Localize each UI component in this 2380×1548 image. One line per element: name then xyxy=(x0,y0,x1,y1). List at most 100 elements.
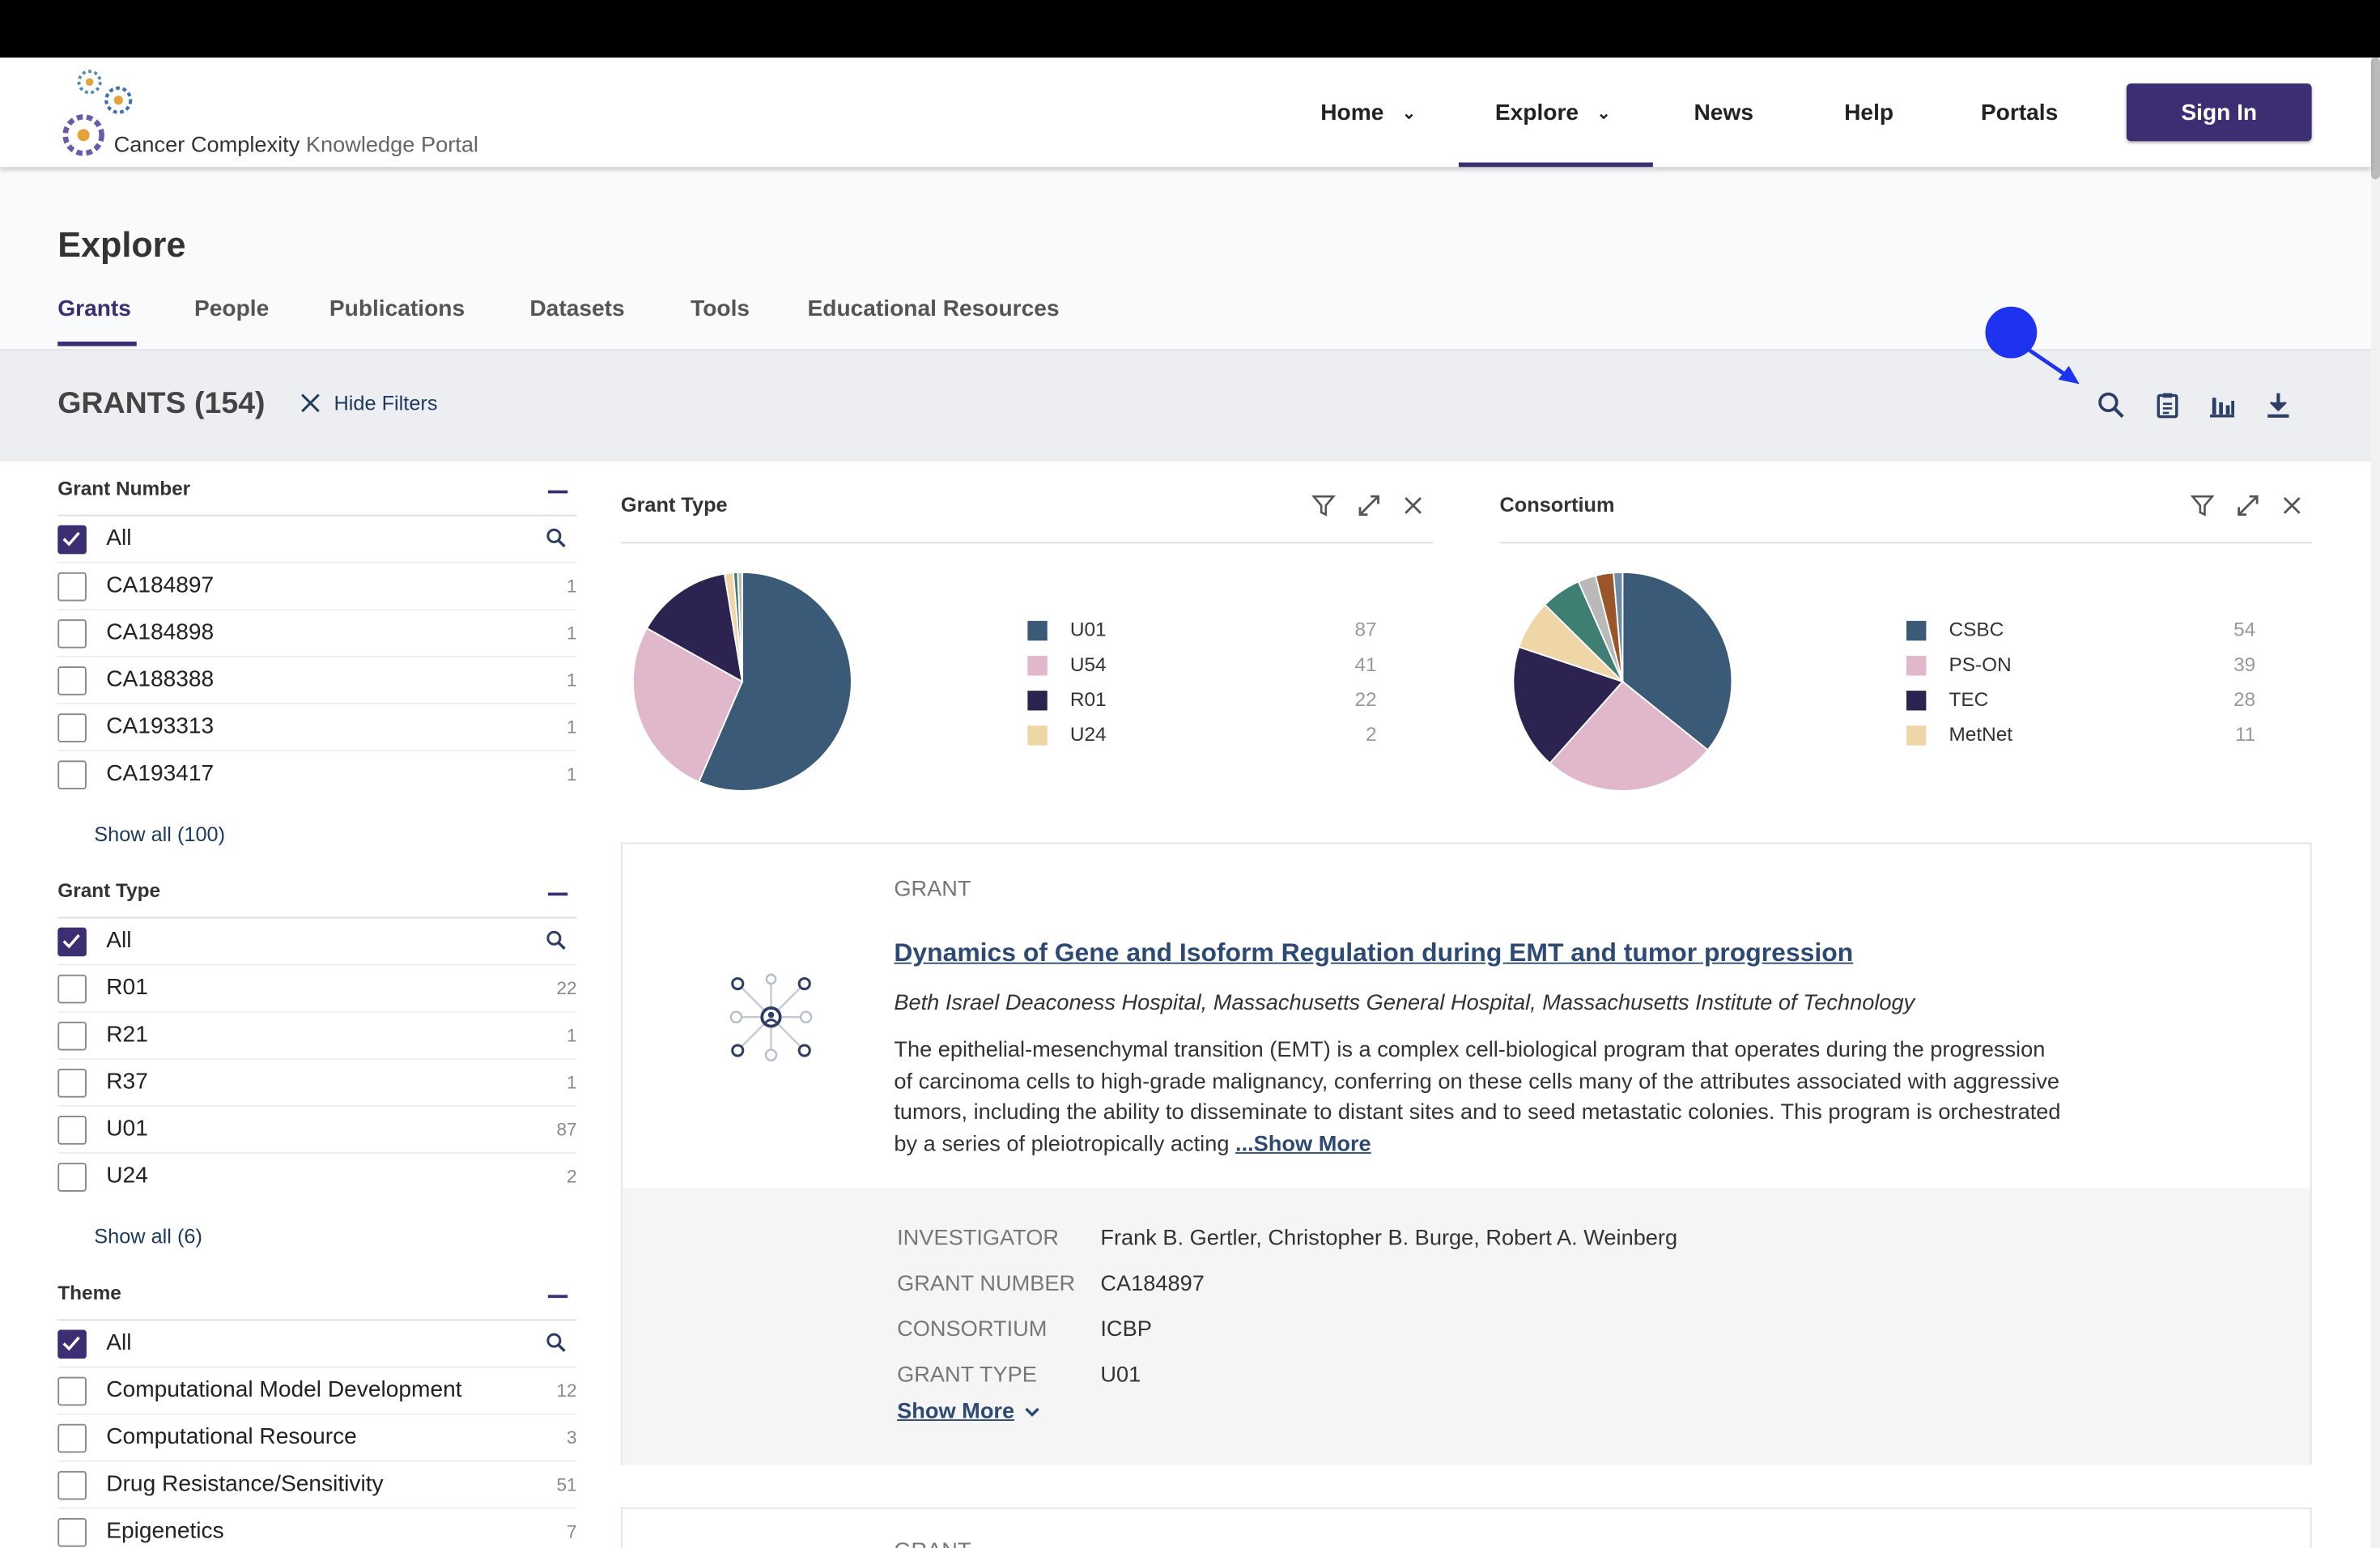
tab-people[interactable]: People xyxy=(194,296,270,322)
tab-grants[interactable]: Grants xyxy=(57,296,131,322)
pie-chart xyxy=(631,571,852,792)
filter-option[interactable]: CA193313 1 xyxy=(57,704,577,752)
show-more-button[interactable]: Show More xyxy=(897,1400,1042,1424)
page-title: Explore xyxy=(57,224,186,265)
legend-item-tec[interactable]: TEC 28 xyxy=(1906,687,2255,715)
checkbox[interactable] xyxy=(57,1470,87,1500)
filter-option[interactable]: CA193417 1 xyxy=(57,751,577,798)
collapse-icon[interactable] xyxy=(547,1295,568,1299)
filter-option[interactable]: U01 87 xyxy=(57,1107,577,1154)
tab-publications[interactable]: Publications xyxy=(329,296,465,322)
chart-consortium: Consortium CSBC 54 PS-ON 39 TEC 28 MetNet 11 xyxy=(1499,470,2312,792)
filter-option-all[interactable]: All xyxy=(57,918,577,966)
filter-section-header[interactable]: Grant Type xyxy=(57,879,577,919)
filter-theme: Theme All Computational Model Developmen… xyxy=(57,1282,577,1548)
pie-slice[interactable] xyxy=(1613,571,1624,682)
hide-filters-button[interactable]: Hide Filters xyxy=(300,392,437,415)
checkbox[interactable] xyxy=(57,1376,87,1406)
pie-slice[interactable] xyxy=(645,572,744,683)
nav-news[interactable]: News xyxy=(1694,99,1753,125)
download-icon[interactable] xyxy=(2263,390,2294,421)
checkbox-checked[interactable] xyxy=(57,525,87,555)
checkbox[interactable] xyxy=(57,1518,87,1547)
pie-slice[interactable] xyxy=(1512,645,1625,764)
checkbox[interactable] xyxy=(57,1116,87,1145)
collapse-icon[interactable] xyxy=(547,490,568,494)
checkbox-checked[interactable] xyxy=(57,1329,87,1359)
checkbox[interactable] xyxy=(57,1021,87,1051)
search-icon[interactable] xyxy=(545,527,567,550)
pie-slice[interactable] xyxy=(1621,571,1733,751)
pie-slice[interactable] xyxy=(737,571,743,682)
search-icon[interactable] xyxy=(2096,390,2127,421)
bar-chart-icon[interactable] xyxy=(2207,390,2238,421)
legend-item-metnet[interactable]: MetNet 11 xyxy=(1906,723,2255,751)
nav-explore[interactable]: Explore ⌄ xyxy=(1494,99,1611,125)
checkbox[interactable] xyxy=(57,1163,87,1192)
checkbox[interactable] xyxy=(57,572,87,602)
checkbox-checked[interactable] xyxy=(57,927,87,957)
search-icon[interactable] xyxy=(545,929,567,952)
filter-option[interactable]: CA184897 1 xyxy=(57,563,577,610)
legend-item-r01[interactable]: R01 22 xyxy=(1027,687,1377,715)
filter-option[interactable]: R37 1 xyxy=(57,1060,577,1107)
tab-educational-resources[interactable]: Educational Resources xyxy=(807,296,1060,322)
checkbox[interactable] xyxy=(57,666,87,695)
expand-icon[interactable] xyxy=(2236,493,2260,517)
filter-section-header[interactable]: Theme xyxy=(57,1282,577,1321)
nav-portals[interactable]: Portals xyxy=(1980,99,2059,125)
filter-option[interactable]: CA188388 1 xyxy=(57,657,577,704)
checkbox[interactable] xyxy=(57,713,87,742)
filter-icon[interactable] xyxy=(2190,493,2215,517)
filter-option[interactable]: Computational Resource 3 xyxy=(57,1415,577,1462)
filter-option[interactable]: Computational Model Development 12 xyxy=(57,1367,577,1415)
sign-in-button[interactable]: Sign In xyxy=(2126,83,2312,142)
checkbox[interactable] xyxy=(57,619,87,649)
legend-swatch xyxy=(1027,725,1048,746)
checkbox[interactable] xyxy=(57,1423,87,1453)
nav-help[interactable]: Help xyxy=(1844,99,1894,125)
filter-option[interactable]: R01 22 xyxy=(57,966,577,1013)
close-icon[interactable] xyxy=(1401,493,1426,517)
nav-home[interactable]: Home ⌄ xyxy=(1320,99,1417,125)
filter-section-header[interactable]: Grant Number xyxy=(57,477,577,517)
grant-description: The epithelial-mesenchymal transition (E… xyxy=(894,1038,2061,1156)
filter-icon[interactable] xyxy=(1311,493,1336,517)
page-scrollbar[interactable] xyxy=(2370,57,2380,1548)
collapse-icon[interactable] xyxy=(547,892,568,896)
filter-option[interactable]: Epigenetics 7 xyxy=(57,1509,577,1548)
pie-slice[interactable] xyxy=(698,571,852,792)
checkbox[interactable] xyxy=(57,1069,87,1098)
close-icon xyxy=(301,393,320,413)
filter-option-all[interactable]: All xyxy=(57,1320,577,1368)
filter-option[interactable]: CA184898 1 xyxy=(57,610,577,657)
chart-title: Consortium xyxy=(1499,493,1615,517)
legend-item-csbc[interactable]: CSBC 54 xyxy=(1906,618,2255,645)
filter-option[interactable]: R21 1 xyxy=(57,1013,577,1060)
checkbox[interactable] xyxy=(57,760,87,789)
grant-details-panel xyxy=(622,1189,2310,1465)
checkbox[interactable] xyxy=(57,974,87,1004)
scrollbar-thumb[interactable] xyxy=(2370,57,2380,180)
tab-tools[interactable]: Tools xyxy=(691,296,750,322)
grant-title-link[interactable]: Dynamics of Gene and Isoform Regulation … xyxy=(894,938,1854,968)
filter-option[interactable]: Drug Resistance/Sensitivity 51 xyxy=(57,1462,577,1509)
pie-slice[interactable] xyxy=(1549,680,1709,792)
description-show-more-link[interactable]: ...Show More xyxy=(1235,1131,1371,1156)
expand-icon[interactable] xyxy=(1357,493,1381,517)
nav-active-indicator xyxy=(1458,162,1653,168)
close-icon[interactable] xyxy=(2280,493,2304,517)
filter-option[interactable]: U24 2 xyxy=(57,1154,577,1201)
grant-card: GRANT xyxy=(620,1507,2312,1548)
show-all-link[interactable]: Show all (100) xyxy=(94,823,226,846)
legend-item-ps-on[interactable]: PS-ON 39 xyxy=(1906,653,2255,680)
legend-item-u01[interactable]: U01 87 xyxy=(1027,618,1377,645)
site-logo[interactable]: Cancer Complexity Knowledge Portal xyxy=(57,67,513,161)
search-icon[interactable] xyxy=(545,1331,567,1354)
show-all-link[interactable]: Show all (6) xyxy=(94,1225,202,1248)
legend-item-u54[interactable]: U54 41 xyxy=(1027,653,1377,680)
tab-datasets[interactable]: Datasets xyxy=(529,296,625,322)
legend-item-u24[interactable]: U24 2 xyxy=(1027,723,1377,751)
filter-option-all[interactable]: All xyxy=(57,517,577,563)
clipboard-icon[interactable] xyxy=(2153,390,2183,421)
